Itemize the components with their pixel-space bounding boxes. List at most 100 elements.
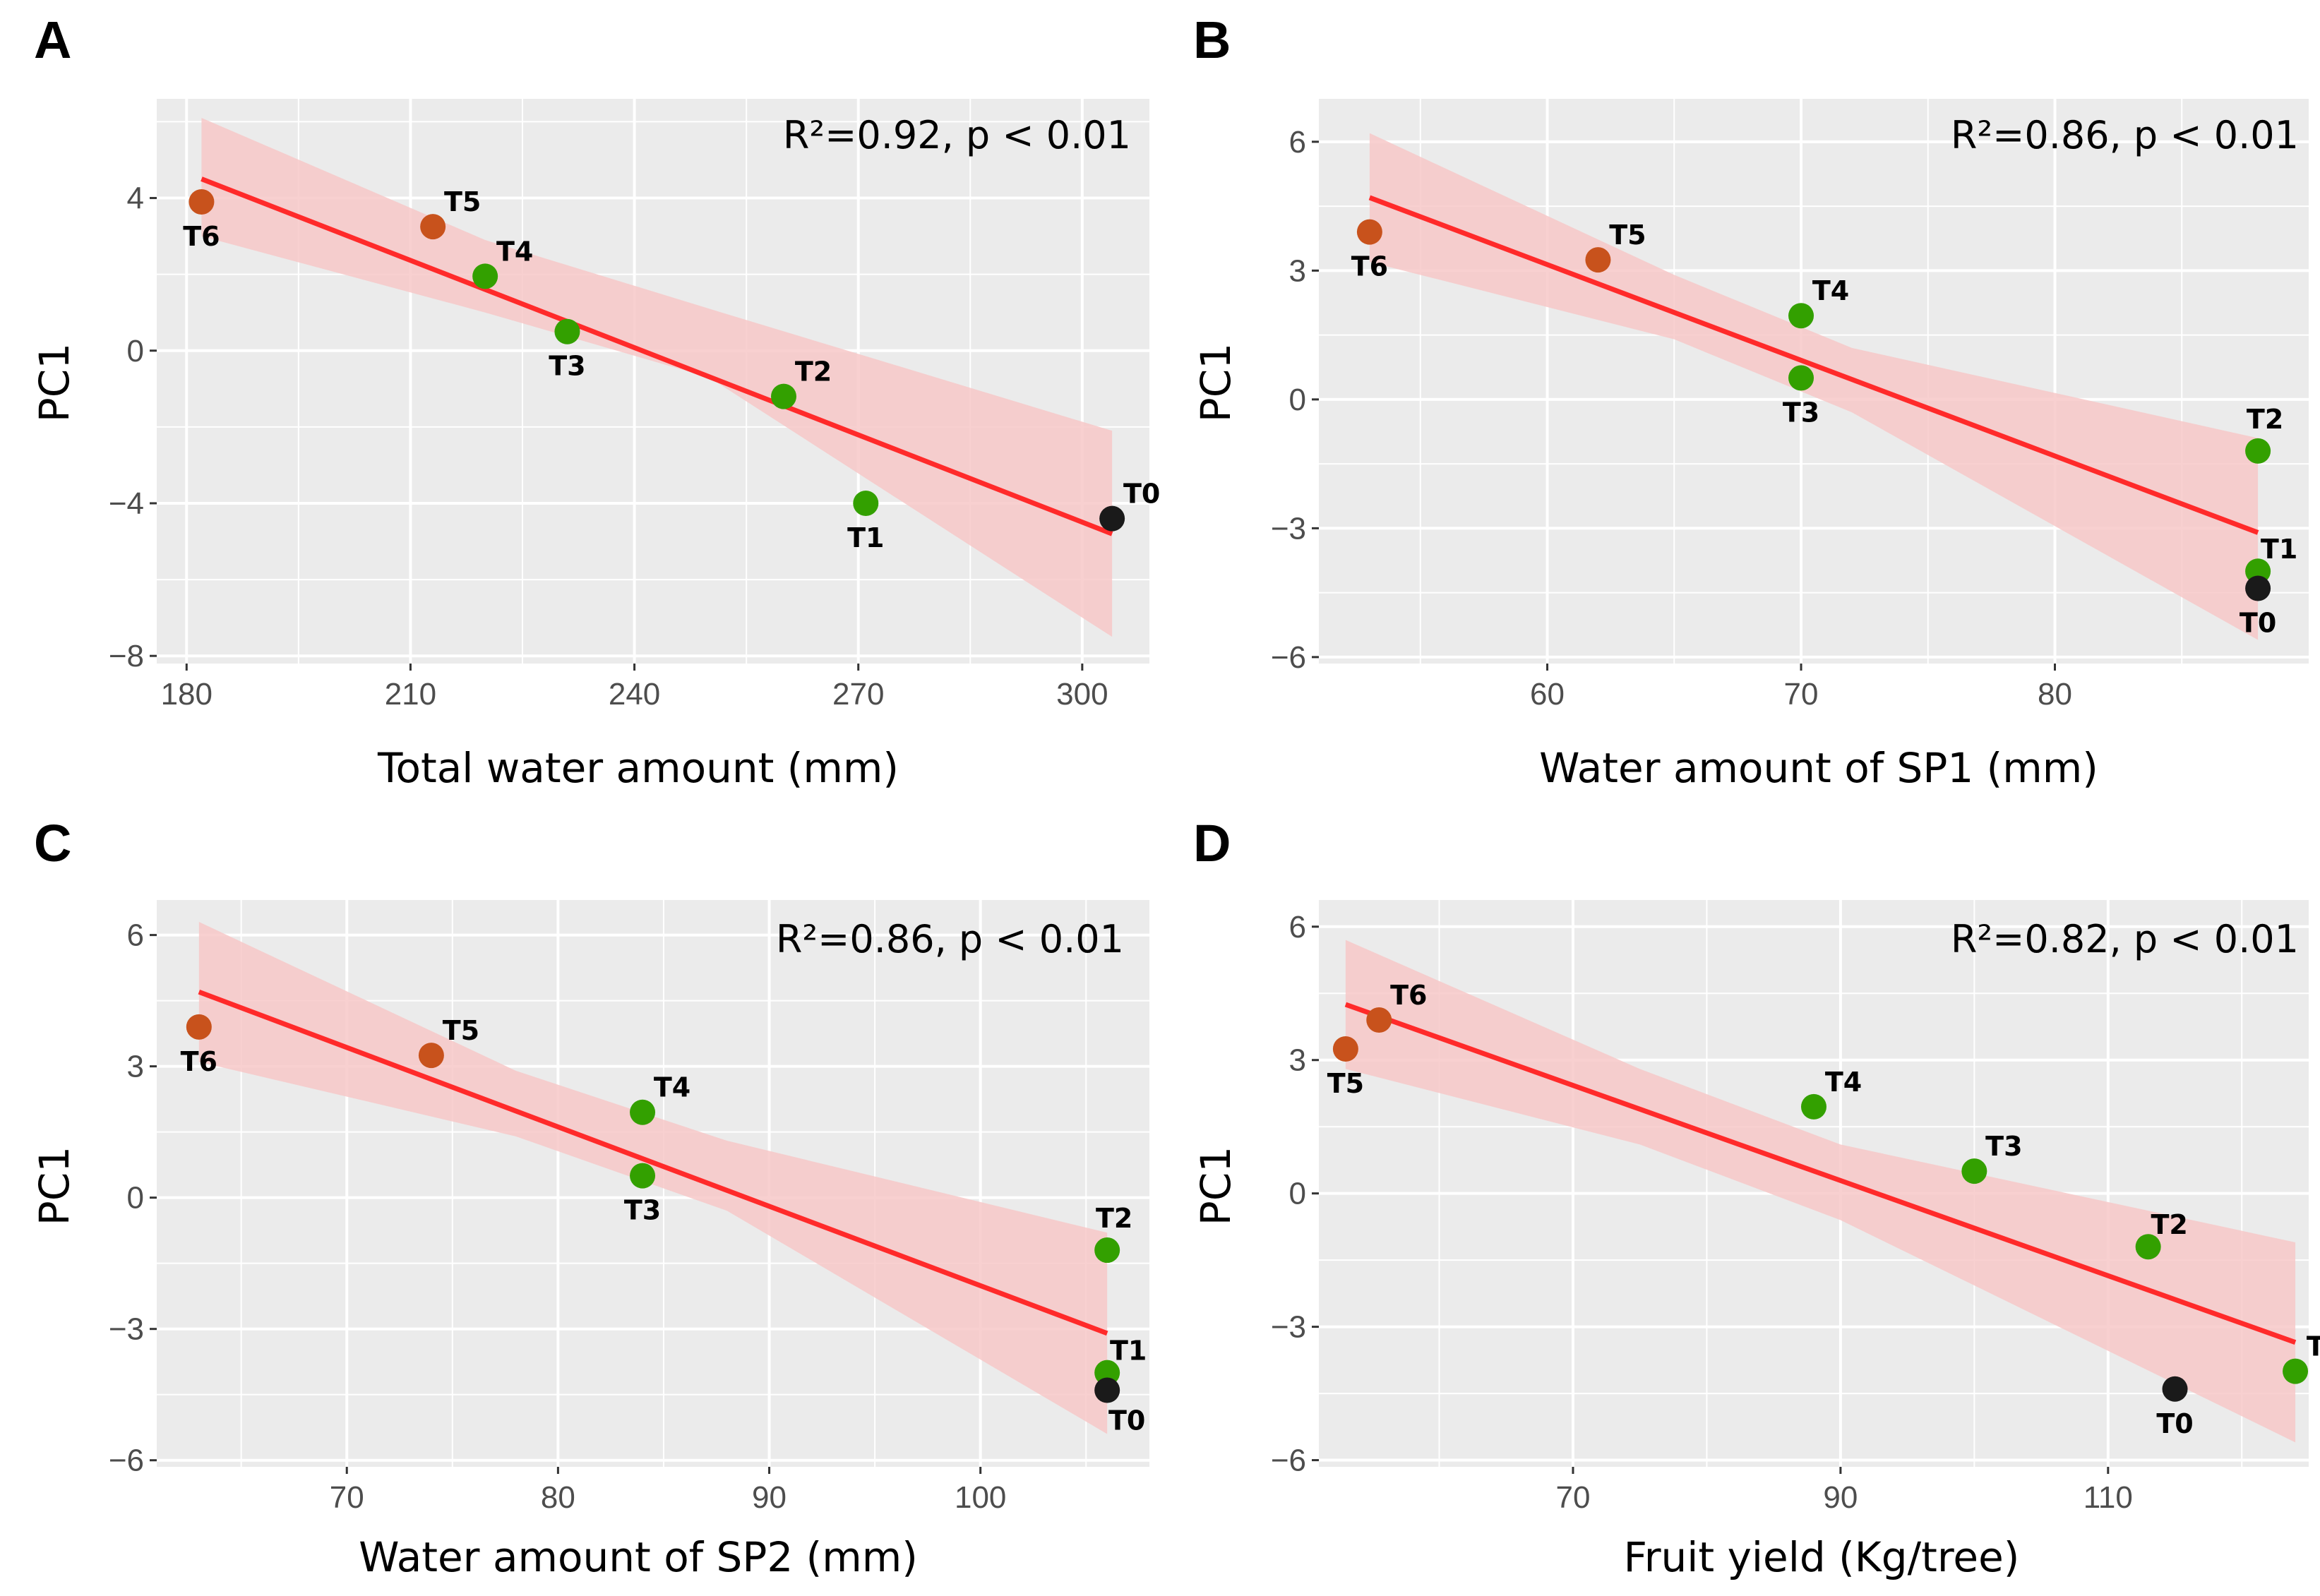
panel-a-x-tick-label: 180: [161, 677, 213, 712]
panel-b: B 60 70 80 −6 −3 0 3 6 T6 T5 T4 T3 T2 T1 T0 R²=0.86, p…: [1192, 11, 2309, 792]
panel-d-point-label-t2: T2: [2151, 1209, 2187, 1240]
panel-a-point-label-t2: T2: [795, 356, 832, 388]
panel-a-x-tick-label: 270: [832, 677, 884, 712]
panel-c-point-label-t2: T2: [1096, 1203, 1132, 1234]
panel-a-y-tick-label: 0: [127, 334, 144, 368]
panel-c-regression-line: [198, 989, 1108, 1336]
panel-c-point-label-t1: T1: [1110, 1336, 1147, 1367]
panel-c-point-t6: [186, 1014, 212, 1040]
panel-a-point-label-t0: T0: [1123, 479, 1160, 510]
panel-d-point-t0: [2162, 1376, 2188, 1402]
panel-b-x-tick-label: 60: [1530, 677, 1565, 712]
panel-b-annotation: R²=0.86, p < 0.01: [1951, 113, 2299, 157]
panel-b-point-label-t1: T1: [2261, 534, 2297, 565]
panel-a-point-t2: [771, 383, 796, 409]
panel-b-point-label-t2: T2: [2247, 404, 2283, 435]
panel-a-x-tick-label: 300: [1056, 677, 1108, 712]
panel-c-point-t4: [630, 1099, 656, 1125]
panel-c-x-axis-title: Water amount of SP2 (mm): [359, 1533, 918, 1581]
panel-b-y-tick-label: 0: [1289, 383, 1306, 417]
panel-a-x-tick-label: 210: [385, 677, 436, 712]
panel-d-point-label-t1: T1: [2307, 1331, 2320, 1362]
panel-b-x-axis-title: Water amount of SP1 (mm): [1539, 744, 2098, 792]
panel-c-x-tick-label: 70: [330, 1480, 364, 1515]
panel-c-y-tick-label: 3: [127, 1050, 144, 1084]
panel-a-point-t0: [1099, 505, 1125, 532]
panel-d-point-t6: [1366, 1007, 1392, 1033]
panel-d-confidence-band: [1345, 940, 2296, 1443]
panel-b-point-t5: [1585, 247, 1611, 273]
panel-c-x-tick-label: 90: [752, 1480, 787, 1515]
panel-b-regression-line: [1368, 195, 2259, 535]
panel-d: D 70 90 110 −6 −3 0 3 6 T5 T6 T4 T3 T2 T1 T0 R²=0.82, …: [1192, 814, 2320, 1581]
panel-a-regression-line: [201, 176, 1113, 536]
panel-c-plot: 70 80 90 100 −6 −3 0 3 6 T6 T5 T4 T3 T2 T1 T0: [109, 900, 1149, 1515]
panel-c-y-tick-label: −6: [109, 1444, 144, 1478]
panel-a-confidence-band: [201, 118, 1113, 637]
panel-c-point-label-t0: T0: [1108, 1405, 1145, 1436]
panel-a: A 180 210 240 270 300 −8 −4 0 4 T6 T5 T4 T3 T2 T1 T0 R²…: [30, 11, 1160, 792]
panel-c-annotation: R²=0.86, p < 0.01: [776, 917, 1124, 961]
panel-a-plot: 180 210 240 270 300 −8 −4 0 4 T6 T5 T4 T3 T2 T1 T0: [109, 99, 1160, 712]
panel-a-point-label-t6: T6: [183, 221, 220, 252]
panel-letter-c: C: [34, 814, 71, 872]
panel-b-y-tick-label: −6: [1271, 640, 1306, 675]
panel-a-point-label-t3: T3: [549, 351, 585, 382]
panel-b-point-t2: [2245, 438, 2271, 464]
panel-letter-a: A: [34, 11, 71, 69]
panel-c-point-t1: [1094, 1360, 1120, 1386]
panel-c-point-label-t4: T4: [654, 1072, 690, 1103]
panel-b-point-label-t5: T5: [1609, 220, 1646, 251]
panel-a-x-axis-title: Total water amount (mm): [377, 744, 899, 792]
panel-b-point-label-t3: T3: [1783, 397, 1819, 428]
panel-b-y-tick-label: −3: [1271, 511, 1306, 546]
panel-letter-b: B: [1193, 11, 1231, 69]
panel-c-point-label-t5: T5: [443, 1015, 479, 1046]
panel-c-point-t3: [630, 1163, 656, 1189]
panel-b-point-label-t6: T6: [1351, 251, 1388, 282]
panel-d-point-label-t0: T0: [2156, 1408, 2193, 1439]
panel-d-point-label-t6: T6: [1390, 980, 1427, 1011]
panel-a-x-tick-label: 240: [609, 677, 660, 712]
panel-b-plot: 60 70 80 −6 −3 0 3 6 T6 T5 T4 T3 T2 T1 T0: [1271, 99, 2309, 712]
panel-d-regression-line: [1344, 1002, 2297, 1345]
panel-d-y-tick-label: 3: [1289, 1043, 1306, 1078]
panel-d-x-tick-label: 90: [1823, 1480, 1858, 1515]
panel-a-y-axis-title: PC1: [30, 343, 78, 422]
panel-c-x-tick-label: 80: [541, 1480, 575, 1515]
panel-a-point-t5: [420, 214, 446, 240]
panel-b-point-t6: [1356, 219, 1382, 245]
panel-b-x-tick-label: 70: [1784, 677, 1819, 712]
panel-a-point-t3: [554, 318, 580, 344]
panel-letter-d: D: [1193, 814, 1231, 872]
panel-c-point-t2: [1094, 1237, 1120, 1264]
panel-b-point-t4: [1788, 303, 1814, 329]
panel-a-annotation: R²=0.92, p < 0.01: [783, 113, 1131, 157]
panel-d-annotation: R²=0.82, p < 0.01: [1951, 917, 2299, 961]
panel-c: C 70 80 90 100 −6 −3 0 3 6 T6 T5 T4 T3 T2 T1 T0 R²=0.86…: [30, 814, 1149, 1581]
panel-c-point-label-t6: T6: [181, 1046, 217, 1077]
panel-d-x-axis-title: Fruit yield (Kg/tree): [1624, 1533, 2020, 1581]
panel-c-point-label-t3: T3: [624, 1195, 661, 1226]
panel-b-y-tick-label: 3: [1289, 253, 1306, 288]
panel-d-point-t1: [2283, 1358, 2309, 1384]
panel-a-point-t6: [189, 188, 215, 215]
panel-c-x-tick-label: 100: [955, 1480, 1006, 1515]
panel-d-y-tick-label: −6: [1271, 1444, 1306, 1478]
panel-d-point-t3: [1961, 1158, 1987, 1184]
panel-a-y-tick-label: −8: [109, 639, 144, 673]
panel-a-y-tick-label: −4: [109, 486, 144, 521]
panel-d-point-label-t3: T3: [1985, 1131, 2022, 1162]
panel-c-y-tick-label: 0: [127, 1181, 144, 1216]
panel-b-point-t3: [1788, 365, 1814, 391]
panel-c-point-t5: [418, 1043, 444, 1069]
panel-c-point-t0: [1094, 1377, 1120, 1403]
panel-a-point-label-t1: T1: [847, 522, 884, 553]
panel-d-y-tick-label: 0: [1289, 1177, 1306, 1211]
panel-b-x-tick-label: 80: [2038, 677, 2072, 712]
panel-c-y-tick-label: −3: [109, 1312, 144, 1347]
panel-d-point-t2: [2135, 1234, 2161, 1260]
panel-b-y-axis-title: PC1: [1192, 343, 1240, 422]
panel-d-plot: 70 90 110 −6 −3 0 3 6 T5 T6 T4 T3 T2 T1 T0: [1271, 900, 2320, 1515]
